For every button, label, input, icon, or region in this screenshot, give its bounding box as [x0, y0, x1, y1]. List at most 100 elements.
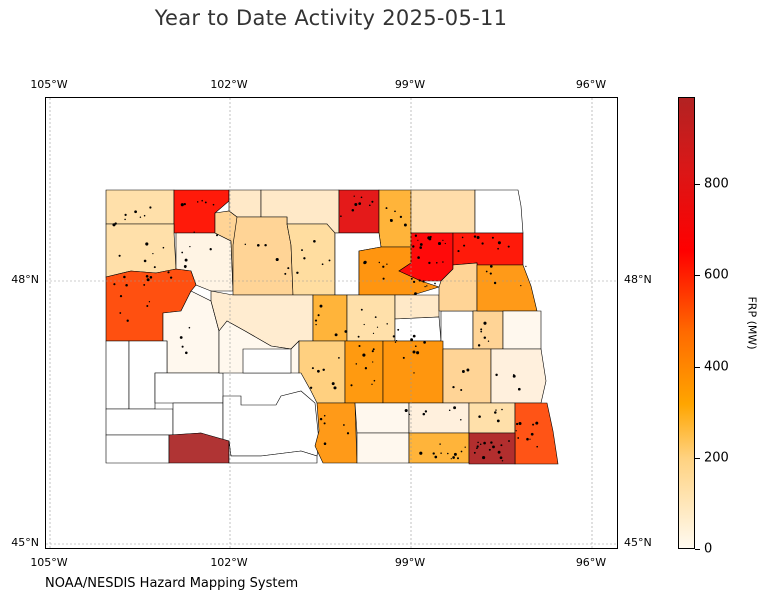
fire-detection-point [494, 411, 497, 414]
fire-detection-point [412, 280, 416, 284]
county-ransom [468, 402, 516, 434]
fire-detection-point [463, 244, 466, 247]
fire-detection-point [183, 264, 187, 268]
fire-detection-point [149, 206, 152, 209]
fire-detection-point [412, 350, 416, 354]
fire-detection-point [452, 456, 455, 459]
county-mcintosh [356, 432, 410, 464]
fire-detection-point [440, 452, 442, 454]
fire-detection-point [351, 209, 355, 212]
fire-detection-point [152, 252, 154, 255]
fire-detection-point [402, 356, 405, 359]
fire-detection-point [429, 236, 432, 239]
fire-detection-point [321, 263, 324, 266]
fire-detection-point [508, 440, 510, 442]
fire-detection-point [338, 357, 340, 359]
fire-detection-point [123, 275, 126, 279]
colorbar-tick-mark [695, 458, 700, 459]
fire-detection-point [490, 441, 493, 444]
fire-detection-point [146, 278, 150, 282]
fire-detection-point [216, 234, 218, 237]
fire-detection-point [414, 345, 417, 348]
county-cavalier [410, 189, 476, 234]
fire-detection-point [204, 201, 207, 204]
fire-detection-point [464, 446, 466, 448]
fire-detection-point [196, 201, 199, 203]
fire-detection-point [448, 409, 451, 412]
fire-detection-point [422, 412, 426, 416]
county-stutsman [382, 340, 444, 404]
fire-detection-point [457, 250, 460, 253]
fire-detection-point [371, 383, 373, 385]
fire-detection-point [201, 199, 203, 202]
fire-detection-point [515, 430, 517, 432]
fire-detection-point [179, 336, 183, 339]
fire-detection-point [497, 247, 499, 250]
fire-detection-point [124, 218, 126, 221]
fire-detection-point [417, 239, 419, 241]
county-steele [502, 310, 542, 350]
lon-tick-top-102w: 102°W [210, 78, 248, 91]
fire-detection-point [497, 241, 501, 245]
county-grant-sioux [228, 440, 318, 464]
fire-detection-point [389, 219, 393, 222]
colorbar-tick-600: 600 [704, 267, 729, 283]
fire-detection-point [134, 210, 137, 214]
fire-detection-point [529, 438, 531, 440]
fire-detection-point [167, 271, 170, 274]
fire-detection-point [476, 445, 479, 448]
fire-detection-point [364, 367, 368, 370]
colorbar-tick-400: 400 [704, 359, 729, 375]
fire-detection-point [162, 246, 165, 249]
lon-tick-bottom-96w: 96°W [575, 556, 607, 569]
fire-detection-point [412, 334, 416, 338]
fire-detection-point [535, 421, 539, 425]
fire-detection-point [487, 340, 490, 342]
fire-detection-point [526, 437, 529, 441]
fire-detection-point [410, 338, 414, 342]
lon-tick-top-96w: 96°W [575, 78, 607, 91]
fire-detection-point [371, 350, 374, 353]
colorbar-tick-mark [695, 184, 700, 185]
fire-detection-point [479, 443, 482, 446]
fire-detection-point [394, 210, 396, 213]
fire-detection-point [340, 215, 342, 218]
fire-detection-point [517, 437, 520, 439]
county-towner [378, 189, 412, 248]
fire-detection-point [244, 243, 247, 246]
fire-detection-point [360, 196, 363, 199]
fire-detection-point [315, 323, 317, 326]
fire-detection-point [426, 285, 428, 287]
fire-detection-point [419, 246, 422, 249]
fire-detection-points [112, 195, 539, 462]
fire-detection-point [442, 239, 444, 242]
fire-detection-point [311, 367, 314, 370]
county-mchenry [232, 216, 294, 296]
county-wells [346, 294, 396, 342]
colorbar-tick-mark [695, 367, 700, 368]
fire-detection-point [181, 345, 184, 348]
county-stark [154, 372, 224, 404]
colorbar-tick-mark [695, 275, 700, 276]
fire-detection-point [323, 442, 327, 445]
fire-detection-point [362, 353, 366, 357]
fire-detection-point [491, 236, 494, 239]
fire-detection-point [466, 368, 470, 372]
lon-tick-top-105w: 105°W [30, 78, 68, 91]
fire-detection-point [184, 266, 187, 269]
county-eddy [394, 294, 440, 320]
fire-detection-point [428, 237, 432, 241]
fire-detection-point [368, 204, 371, 207]
fire-detection-point [485, 270, 488, 273]
fire-detection-point [399, 215, 403, 219]
lat-tick-left-45n: 45°N [11, 536, 39, 549]
fire-detection-point [363, 323, 365, 326]
fire-detection-point [520, 284, 522, 287]
fire-detection-point [328, 259, 331, 262]
fire-detection-point [473, 451, 476, 454]
fire-detection-point [461, 370, 465, 373]
fire-detection-point [419, 451, 423, 455]
fire-detection-point [434, 455, 438, 459]
county-griggs [440, 310, 474, 350]
fire-detection-point [181, 251, 184, 254]
